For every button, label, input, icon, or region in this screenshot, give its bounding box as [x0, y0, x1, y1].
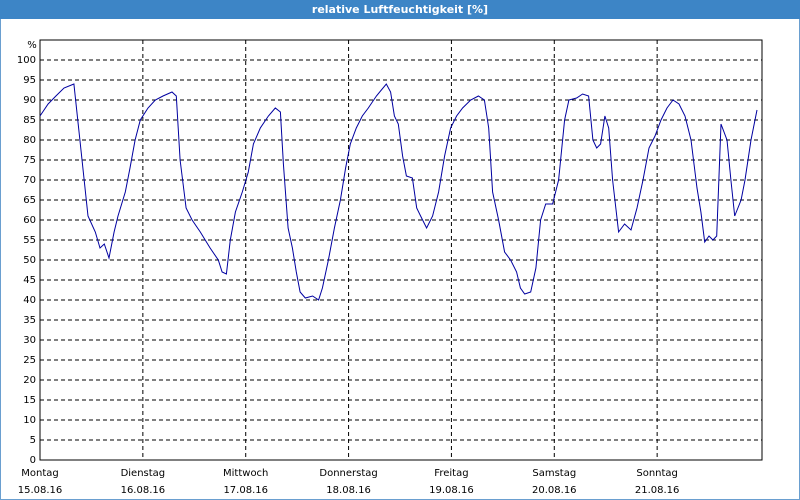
y-tick-label: 55: [23, 235, 36, 246]
chart-title: relative Luftfeuchtigkeit [%]: [312, 3, 488, 16]
data-line: [39, 83, 758, 301]
x-tick-date: 15.08.16: [18, 485, 63, 496]
x-tick-date: 18.08.16: [326, 485, 371, 496]
y-axis-label: %: [27, 40, 37, 51]
y-tick-label: 10: [23, 415, 36, 426]
x-tick-label: Dienstag: [121, 468, 166, 479]
y-tick-label: 90: [23, 95, 36, 106]
y-tick-label: 85: [23, 115, 36, 126]
x-tick-date: 16.08.16: [121, 485, 166, 496]
y-tick-label: 70: [23, 175, 36, 186]
y-tick-label: 65: [23, 195, 36, 206]
x-tick-date: 21.08.16: [635, 485, 680, 496]
x-tick-date: 20.08.16: [532, 485, 577, 496]
x-tick-date: 19.08.16: [429, 485, 474, 496]
y-tick-label: 20: [23, 375, 36, 386]
x-tick-date: 17.08.16: [223, 485, 268, 496]
y-tick-label: 75: [23, 155, 36, 166]
x-tick-label: Donnerstag: [319, 468, 377, 479]
x-tick-label: Samstag: [532, 468, 576, 479]
y-tick-label: 25: [23, 355, 36, 366]
y-tick-label: 50: [23, 255, 36, 266]
x-tick-label: Sonntag: [636, 468, 678, 479]
y-tick-label: 0: [30, 455, 36, 466]
y-tick-label: 80: [23, 135, 36, 146]
title-bar: [0, 0, 800, 19]
plot-frame: [39, 39, 763, 461]
y-tick-label: 60: [23, 215, 36, 226]
y-tick-label: 100: [17, 55, 36, 66]
y-tick-label: 40: [23, 295, 36, 306]
y-tick-label: 5: [30, 435, 36, 446]
y-tick-label: 35: [23, 315, 36, 326]
y-tick-label: 30: [23, 335, 36, 346]
y-tick-label: 95: [23, 75, 36, 86]
y-tick-label: 45: [23, 275, 36, 286]
x-tick-label: Mittwoch: [223, 468, 268, 479]
x-tick-label: Freitag: [434, 468, 468, 479]
y-tick-label: 15: [23, 395, 36, 406]
x-tick-label: Montag: [21, 468, 58, 479]
